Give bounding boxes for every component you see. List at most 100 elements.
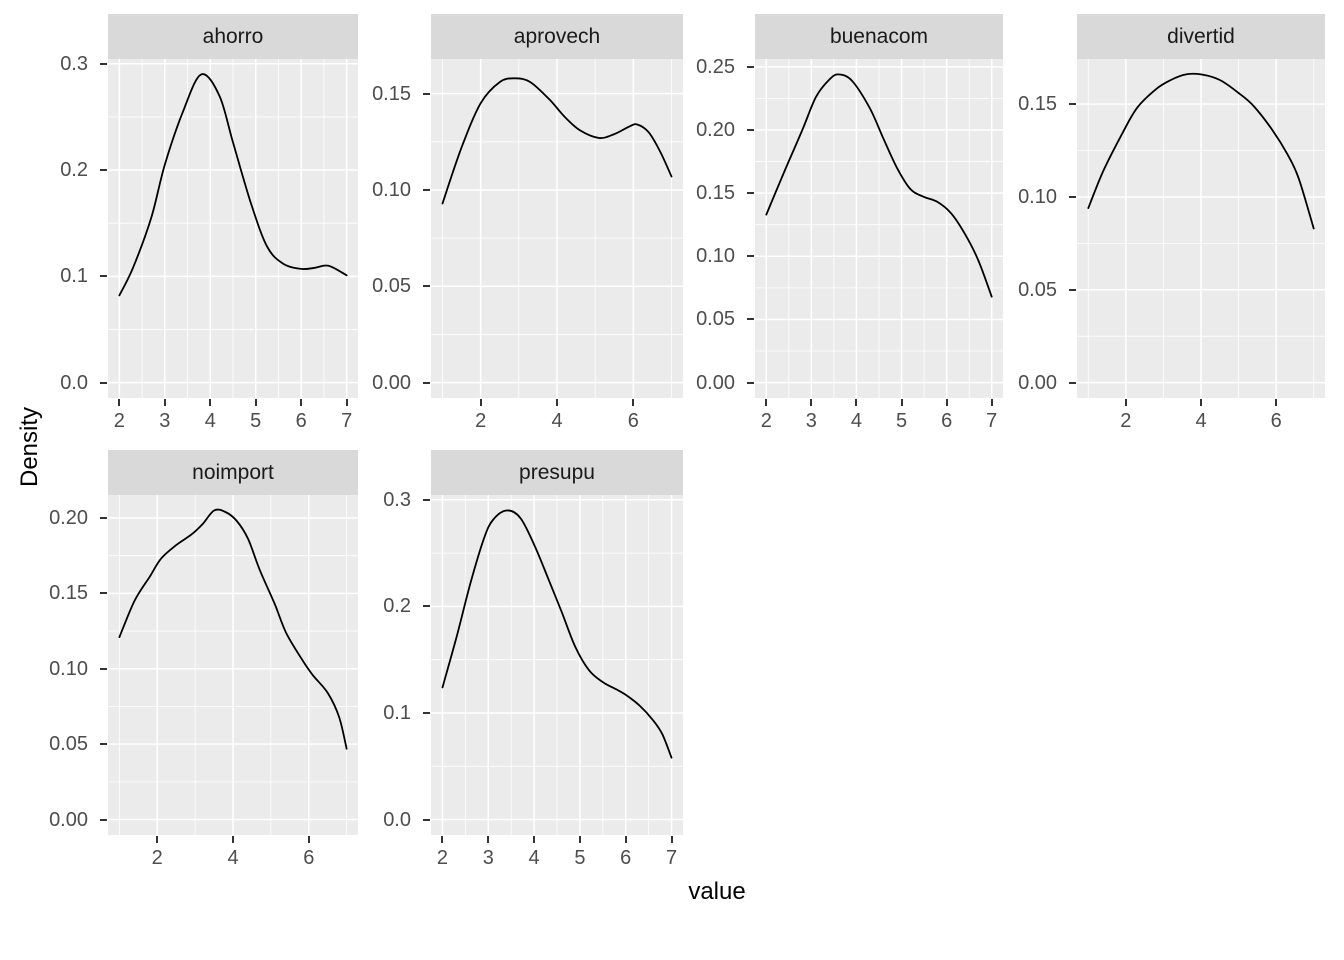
y-tick-mark [747, 65, 754, 68]
y-tick-label: 0.05 [696, 308, 735, 331]
x-tick-mark [556, 399, 558, 406]
facet-strip-buenacom: buenacom [755, 14, 1003, 59]
y-tick-mark [100, 62, 107, 65]
x-tick-mark [578, 836, 581, 843]
x-tick-label: 5 [574, 847, 586, 869]
x-tick-label: 3 [159, 410, 171, 432]
y-tick-label: 0.05 [372, 275, 411, 298]
x-tick-mark [479, 399, 482, 406]
x-tick-mark [533, 836, 536, 843]
x-tick-mark [300, 399, 303, 406]
y-tick-mark [1069, 288, 1076, 291]
x-tick-label: 6 [941, 410, 953, 432]
facet-panel-presupu [431, 495, 683, 835]
y-tick-mark [100, 592, 107, 595]
density-curve-aprovech [441, 77, 673, 205]
y-tick-label: 0.20 [696, 118, 735, 141]
density-curve-divertid [1087, 72, 1315, 230]
y-tick-label: 0.15 [372, 82, 411, 105]
x-tick-mark [810, 399, 813, 406]
x-tick-label: 4 [227, 847, 239, 869]
y-tick-mark [1069, 103, 1076, 106]
x-tick-mark [209, 399, 212, 406]
y-tick-label: 0.10 [49, 657, 88, 680]
x-tick-mark [990, 399, 993, 406]
x-tick-mark [632, 399, 635, 406]
y-tick-mark [423, 605, 430, 608]
y-tick-mark [423, 498, 430, 501]
y-tick-label: 0.0 [60, 371, 88, 394]
y-tick-label: 0.00 [372, 371, 411, 394]
y-tick-mark [100, 169, 107, 172]
y-tick-mark [1069, 381, 1076, 384]
x-tick-label: 6 [627, 410, 639, 432]
facet-panel-noimport [108, 495, 358, 835]
y-tick-label: 0.0 [383, 808, 411, 831]
y-tick-mark [423, 92, 430, 95]
density-curve-presupu [441, 509, 673, 759]
x-tick-mark [118, 399, 121, 406]
facet-title: aprovech [513, 25, 601, 48]
x-tick-mark [670, 836, 673, 843]
x-tick-label: 6 [1270, 410, 1282, 432]
x-tick-mark [254, 399, 257, 406]
y-tick-mark [100, 516, 107, 519]
y-tick-label: 0.3 [383, 488, 411, 511]
y-tick-mark [423, 381, 430, 384]
x-tick-mark [1200, 399, 1202, 406]
x-tick-label: 4 [1195, 410, 1207, 432]
x-tick-label: 6 [295, 410, 307, 432]
y-tick-label: 0.10 [372, 178, 411, 201]
facet-title: presupu [519, 461, 595, 484]
y-tick-label: 0.15 [1018, 93, 1057, 116]
y-tick-label: 0.05 [1018, 278, 1057, 301]
y-tick-label: 0.15 [696, 182, 735, 205]
facet-strip-aprovech: aprovech [431, 14, 683, 59]
y-tick-label: 0.00 [696, 371, 735, 394]
density-curve-buenacom [765, 73, 993, 298]
x-tick-label: 3 [482, 847, 494, 869]
y-tick-label: 0.00 [49, 808, 88, 831]
x-tick-label: 2 [113, 410, 125, 432]
x-tick-mark [1124, 399, 1127, 406]
x-tick-mark [487, 836, 490, 843]
facet-title: buenacom [829, 25, 929, 48]
facet-strip-divertid: divertid [1077, 14, 1325, 59]
x-tick-label: 7 [341, 410, 353, 432]
y-tick-label: 0.25 [696, 55, 735, 78]
facet-strip-ahorro: ahorro [108, 14, 358, 59]
y-tick-mark [423, 711, 430, 714]
facet-title: divertid [1167, 25, 1235, 48]
x-tick-mark [945, 399, 948, 406]
x-tick-mark [163, 399, 166, 406]
y-tick-mark [747, 255, 754, 258]
x-tick-label: 4 [850, 410, 863, 432]
x-tick-label: 4 [204, 410, 216, 432]
y-tick-mark [100, 818, 107, 821]
y-tick-mark [100, 381, 107, 384]
x-tick-mark [307, 836, 310, 843]
density-curve-ahorro [118, 73, 348, 297]
y-tick-mark [747, 381, 754, 384]
x-tick-mark [156, 836, 159, 843]
x-tick-label: 4 [551, 410, 563, 432]
facet-panel-divertid [1077, 59, 1325, 398]
facet-panel-buenacom [755, 59, 1003, 398]
y-tick-label: 0.1 [60, 265, 88, 288]
x-tick-label: 2 [475, 410, 487, 432]
y-tick-mark [100, 667, 107, 670]
density-curve-noimport [118, 508, 348, 750]
x-tick-label: 6 [303, 847, 315, 869]
x-tick-label: 7 [986, 410, 998, 432]
x-tick-mark [765, 399, 768, 406]
x-tick-label: 7 [665, 847, 678, 869]
facet-strip-presupu: presupu [431, 450, 683, 495]
x-axis-title: value [688, 878, 746, 905]
x-tick-label: 6 [620, 847, 632, 869]
x-tick-mark [624, 836, 627, 843]
x-tick-label: 2 [760, 410, 772, 432]
x-tick-mark [232, 836, 234, 843]
y-tick-mark [100, 743, 107, 746]
y-tick-label: 0.2 [383, 595, 411, 618]
